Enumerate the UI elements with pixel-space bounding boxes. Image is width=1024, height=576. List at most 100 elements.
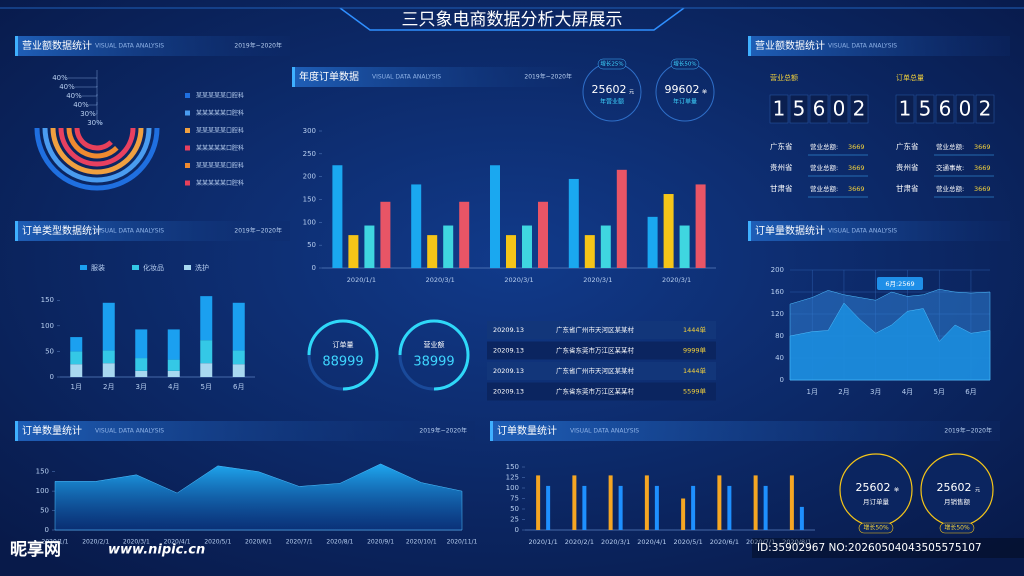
panel-subtitle: VISUAL DATA ANALYSIS	[828, 228, 897, 235]
bar	[799, 506, 804, 530]
digit: 1	[899, 97, 912, 121]
bar-segment	[102, 350, 115, 364]
x-tick-label: 5月	[933, 388, 944, 396]
x-tick-label: 2020/3/1	[504, 276, 533, 284]
ring-label: 40%	[52, 74, 68, 82]
bar-segment	[200, 296, 213, 341]
area	[789, 302, 991, 381]
x-tick-label: 2月	[838, 388, 849, 396]
panel-subtitle: VISUAL DATA ANALYSIS	[828, 43, 897, 50]
legend-swatch	[184, 265, 191, 270]
y-tick-label: 250	[303, 150, 316, 158]
x-tick-label: 2020/3/1	[123, 539, 150, 546]
bar	[600, 225, 611, 268]
bar	[332, 165, 343, 268]
panel-header	[748, 36, 1010, 56]
table-row	[487, 321, 716, 339]
panel-title: 订单类型数据统计	[22, 224, 102, 237]
bar	[654, 485, 659, 530]
panel-subtitle: VISUAL DATA ANALYSIS	[95, 228, 164, 235]
ring-label: 40%	[73, 101, 89, 109]
bar	[691, 485, 696, 530]
x-tick-label: 2020/7/1	[286, 539, 313, 546]
bar-segment	[232, 364, 245, 377]
area	[54, 463, 463, 531]
digit: 5	[919, 97, 932, 121]
kpi-unit: 元	[629, 90, 634, 96]
digit-box	[935, 94, 955, 124]
bar	[572, 475, 577, 530]
y-tick-label: 0	[515, 526, 519, 534]
row-label: 营业总额:	[810, 142, 838, 151]
ring-arc	[34, 127, 160, 191]
kpi-label: 营业额	[424, 340, 445, 349]
page-title: 三只象电商数据分析大屏展示	[402, 10, 623, 30]
bar	[695, 184, 706, 268]
row-value: 3669	[974, 185, 991, 193]
x-tick-label: 1月	[71, 383, 82, 391]
bar	[538, 201, 548, 268]
legend-label: 服装	[91, 263, 105, 272]
table-cell: 20209.13	[493, 388, 524, 396]
bar-segment	[70, 337, 83, 352]
panel-header	[748, 221, 1010, 241]
digit: 1	[773, 97, 786, 121]
bar	[364, 225, 375, 268]
kpi-value: 25602	[937, 481, 972, 494]
y-tick-label: 100	[303, 218, 316, 226]
kpi-badge-text: 增长25%	[600, 60, 623, 68]
legend-label: 某某某某某口腔科	[196, 162, 244, 170]
x-tick-label: 1月	[806, 388, 817, 396]
bar	[427, 235, 438, 268]
y-tick-label: 100	[41, 322, 54, 330]
legend-label: 某某某某某口腔科	[196, 109, 244, 117]
panel-title: 年度订单数据	[299, 70, 359, 83]
x-tick-label: 2020/8/1	[326, 539, 353, 546]
legend-label: 洗护	[195, 263, 209, 272]
y-tick-label: 0	[312, 264, 316, 272]
legend-swatch	[132, 265, 139, 270]
table-cell: 20209.13	[493, 347, 524, 355]
x-tick-label: 2020/2/1	[565, 538, 594, 546]
kpi-label: 月订单量	[863, 497, 890, 506]
y-tick-label: 120	[771, 310, 784, 318]
panel-header	[15, 421, 475, 441]
legend-label: 化妆品	[143, 263, 164, 272]
y-tick-label: 50	[307, 241, 316, 249]
y-tick-label: 100	[36, 487, 49, 495]
panel-title: 营业额数据统计	[755, 39, 825, 52]
table-cell: 广东省广州市天河区某某村	[556, 325, 635, 334]
x-tick-label: 2020/8/1	[782, 538, 811, 546]
watermark-id: ID:35902967 NO:20260504043505575107	[757, 542, 982, 554]
y-tick-label: 25	[510, 516, 519, 524]
table-cell: 5599单	[683, 387, 707, 396]
bar	[443, 225, 454, 268]
row-value: 3669	[974, 143, 991, 151]
y-tick-label: 150	[506, 463, 519, 471]
y-tick-label: 150	[36, 468, 49, 476]
bar-segment	[167, 359, 180, 371]
bar	[679, 225, 690, 268]
panel-header	[490, 421, 1000, 441]
x-tick-label: 2020/1/1	[347, 276, 376, 284]
kpi-value: 38999	[413, 355, 454, 370]
bar	[506, 235, 516, 268]
y-tick-label: 0	[50, 373, 54, 381]
panel-title: 订单数量统计	[22, 424, 82, 437]
digit: 2	[853, 97, 866, 121]
province: 甘肃省	[896, 183, 919, 193]
kpi-label: 订单量	[333, 340, 354, 349]
digit-box	[829, 94, 849, 124]
y-tick-label: 50	[510, 505, 519, 513]
digit-box	[809, 94, 829, 124]
row-value: 3669	[974, 164, 991, 172]
y-tick-label: 75	[510, 495, 519, 503]
kpi-value: 99602	[665, 83, 700, 96]
watermark-band	[752, 538, 1024, 558]
province: 贵州省	[770, 162, 793, 172]
table-cell: 广东省东莞市万江区某某村	[556, 387, 635, 396]
watermark-site: 昵享网	[10, 539, 61, 560]
panel-subtitle: VISUAL DATA ANALYSIS	[95, 43, 164, 50]
legend-swatch	[185, 128, 190, 133]
